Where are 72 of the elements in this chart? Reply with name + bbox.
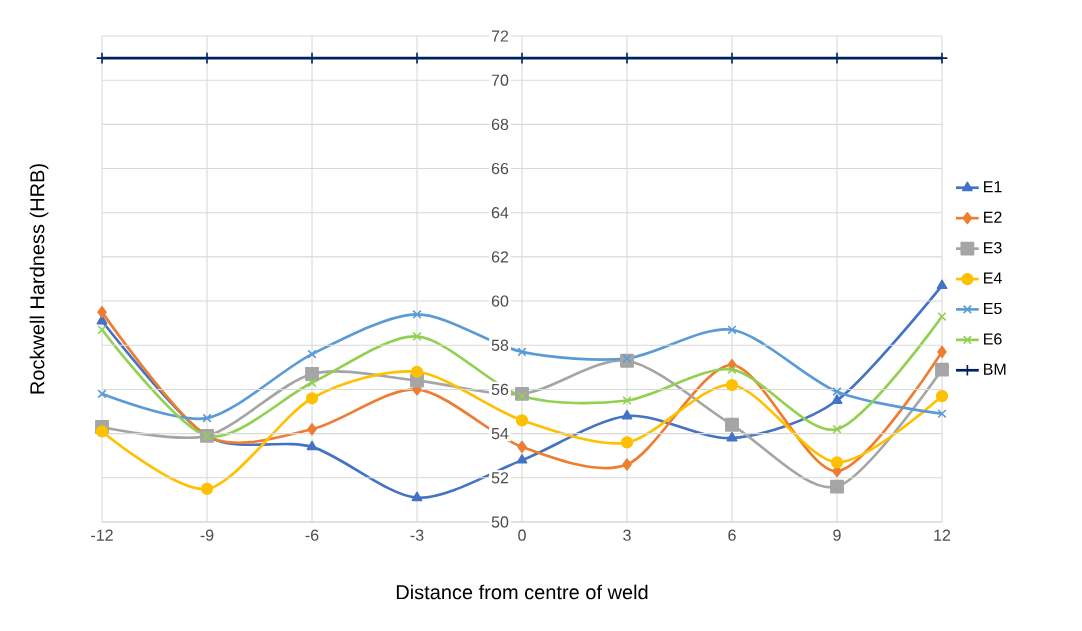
point (307, 378, 317, 388)
point (727, 325, 737, 335)
y-tick-label: 50 (491, 516, 509, 528)
point (937, 311, 947, 322)
point (621, 409, 633, 420)
y-tick-label: 72 (491, 30, 509, 42)
point (725, 417, 739, 432)
point (305, 392, 319, 405)
point (412, 309, 422, 319)
point (830, 456, 844, 469)
point (305, 367, 319, 381)
point (515, 414, 529, 427)
point (935, 362, 949, 377)
x-tick-label: 0 (518, 529, 526, 541)
x-tick-label: -12 (91, 529, 113, 541)
point (307, 349, 317, 359)
point (622, 353, 632, 364)
y-tick-label: 68 (491, 118, 509, 131)
x-tick-label: -3 (410, 529, 424, 541)
x-axis-title: Distance from centre of weld (396, 584, 648, 600)
legend-label: E5 (984, 302, 1002, 315)
x-tick-label: 3 (623, 529, 631, 541)
point (517, 440, 527, 454)
x-tick-label: 6 (728, 529, 736, 541)
point (306, 440, 318, 451)
y-tick-label: 66 (491, 162, 509, 175)
y-tick-label: 52 (491, 472, 509, 484)
point (410, 365, 424, 378)
point (97, 305, 107, 319)
point (517, 391, 527, 401)
y-tick-label: 56 (491, 383, 509, 396)
point (831, 394, 843, 404)
point (412, 331, 422, 341)
point (936, 279, 948, 290)
legend-label: E1 (984, 181, 1002, 193)
point (411, 491, 423, 502)
point (832, 424, 842, 434)
legend-label: E2 (984, 211, 1002, 223)
y-tick-label: 58 (491, 339, 509, 351)
point (620, 436, 634, 449)
point (830, 479, 844, 494)
point (97, 389, 107, 399)
y-tick-label: 64 (491, 207, 509, 219)
y-tick-label: 62 (491, 251, 509, 263)
point (97, 325, 107, 335)
point (726, 431, 738, 442)
point (937, 409, 947, 419)
y-tick-label: 60 (491, 295, 509, 307)
y-tick-label: 70 (491, 74, 509, 86)
point (95, 425, 109, 438)
legend-label: E3 (984, 242, 1002, 254)
point (516, 454, 528, 464)
x-tick-label: -9 (200, 529, 214, 541)
x-tick-label: 12 (934, 529, 951, 541)
x-tick-label: -6 (305, 529, 319, 541)
x-tick-label: 9 (833, 529, 841, 541)
legend-label: E6 (984, 333, 1002, 345)
point (202, 413, 212, 423)
point (727, 364, 737, 375)
point (937, 345, 947, 359)
legend-label: E4 (984, 272, 1002, 284)
point (622, 395, 632, 406)
point (725, 378, 739, 392)
y-tick-label: 54 (491, 428, 509, 440)
point (307, 423, 317, 436)
point (832, 387, 842, 397)
point (517, 347, 527, 357)
legend-label: BM (984, 363, 1006, 375)
point (622, 458, 632, 471)
y-axis-title: Rockwell Hardness (HRB) (29, 164, 49, 394)
point (935, 389, 949, 403)
point (200, 482, 214, 495)
